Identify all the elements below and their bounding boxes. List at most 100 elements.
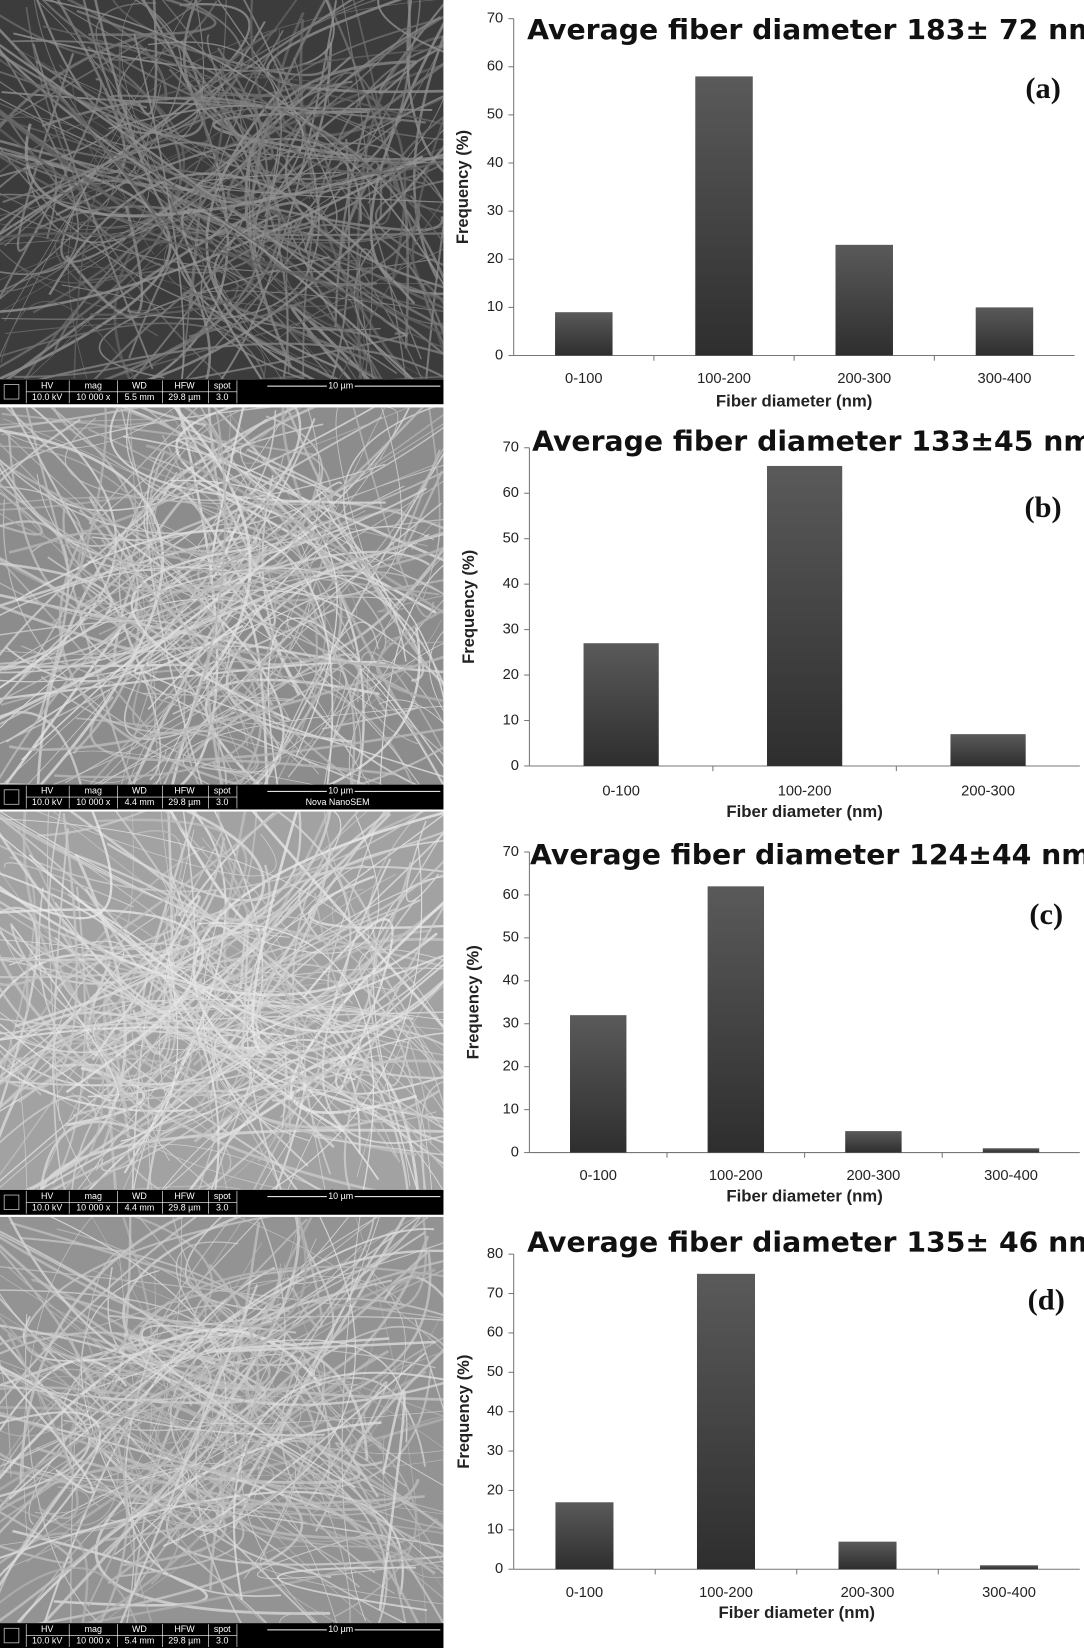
micrograph (0, 1216, 444, 1624)
x-tick-label: 100-200 (699, 1585, 753, 1601)
fiber (257, 71, 383, 201)
x-tick-label: 0-100 (579, 1168, 617, 1184)
fiber (91, 1494, 444, 1535)
fiber (0, 232, 444, 336)
fiber (172, 1216, 357, 1386)
bar (950, 734, 1026, 766)
fiber (0, 30, 159, 129)
fiber (147, 1035, 283, 1190)
y-tick-label: 0 (511, 1144, 519, 1160)
chart: 0 10 20 30 40 50 60 70 0-100 100-200 200-300 Averag… (459, 425, 1084, 821)
fiber (88, 0, 217, 36)
fiber (23, 1216, 93, 1538)
info-field: mag (85, 786, 102, 796)
bar (982, 1148, 1040, 1153)
fiber (413, 33, 444, 280)
fiber (0, 116, 266, 267)
info-field: HFW (174, 786, 195, 796)
fiber (47, 556, 282, 773)
fiber (335, 407, 372, 578)
fiber (19, 1236, 331, 1481)
info-field: mag (85, 380, 102, 390)
fiber (240, 954, 444, 1049)
fiber (93, 1265, 444, 1398)
fiber (24, 123, 444, 218)
fiber (358, 948, 444, 1074)
fiber (132, 636, 227, 728)
fiber (0, 812, 78, 1090)
fiber (263, 407, 386, 743)
fiber (93, 223, 444, 380)
fiber (98, 256, 330, 379)
fiber (279, 1611, 324, 1624)
fiber (52, 464, 436, 624)
y-axis-title: Frequency (%) (459, 550, 478, 664)
fiber (405, 820, 440, 903)
fiber (0, 1365, 91, 1498)
fiber (80, 1541, 413, 1624)
fiber (287, 186, 407, 380)
info-field: HFW (174, 1191, 195, 1201)
scale-bar-label: 10 µm (328, 1191, 353, 1201)
fiber (71, 929, 311, 1131)
fiber (169, 811, 266, 932)
y-tick-label: 20 (503, 667, 519, 683)
fiber (14, 811, 265, 1028)
fiber (95, 2, 157, 119)
fiber (244, 60, 416, 368)
y-tick-label: 30 (487, 1443, 503, 1459)
info-value: 3.0 (216, 1636, 228, 1646)
fiber (72, 480, 444, 666)
fiber (92, 998, 444, 1071)
fiber (0, 150, 378, 380)
fiber (411, 521, 441, 600)
info-value: 5.4 mm (125, 1636, 155, 1646)
fiber (180, 424, 342, 498)
fiber (108, 1415, 444, 1619)
chart-title: Average fiber diameter 124±44 nm (530, 838, 1084, 871)
fiber (213, 1034, 444, 1190)
fiber (65, 750, 315, 785)
fiber (0, 300, 137, 380)
bar (695, 76, 753, 356)
y-tick-label: 70 (487, 11, 503, 27)
fiber (196, 922, 375, 1190)
fiber (48, 172, 416, 305)
y-tick-label: 60 (487, 1325, 503, 1341)
bar (845, 1131, 902, 1153)
fiber (64, 417, 317, 505)
fiber (153, 1242, 265, 1465)
fiber (0, 1011, 335, 1149)
fiber (19, 1216, 185, 1484)
fiber (8, 407, 221, 554)
fiber (0, 953, 229, 1017)
info-field: WD (132, 1191, 147, 1201)
fiber (0, 831, 444, 1054)
y-axis-title: Frequency (%) (463, 945, 482, 1059)
y-tick-label: 20 (487, 251, 503, 267)
fiber (0, 460, 178, 547)
fiber (239, 0, 378, 239)
fiber (52, 917, 155, 1184)
fiber (0, 558, 158, 741)
fiber (0, 491, 44, 536)
fiber (0, 155, 424, 313)
fiber (0, 29, 280, 216)
fiber (71, 77, 360, 261)
fiber (313, 1134, 444, 1156)
y-tick-label: 50 (487, 107, 503, 123)
y-tick-label: 0 (511, 758, 519, 774)
bar (570, 1015, 627, 1153)
fiber (78, 523, 355, 650)
fiber (227, 476, 343, 785)
chart: 0 10 20 30 40 50 60 70 80 0-100 100-200 200-300 300-… (454, 1226, 1084, 1622)
fiber (165, 1442, 444, 1566)
info-value: 29.8 µm (168, 1636, 200, 1646)
fiber (0, 1566, 138, 1624)
fiber (428, 407, 441, 568)
fiber (323, 1326, 444, 1356)
fiber (82, 993, 346, 1027)
fiber (378, 1389, 406, 1611)
fiber (167, 1403, 444, 1605)
